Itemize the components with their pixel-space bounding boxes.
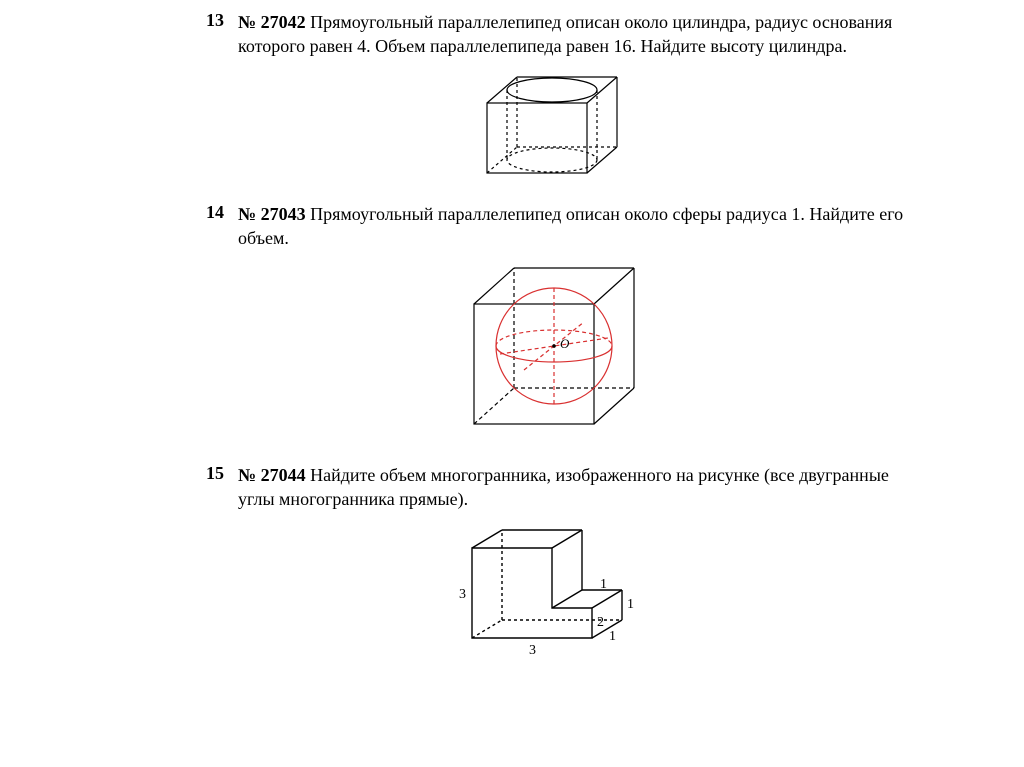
problem-id: № 27044 (238, 465, 306, 485)
box-cylinder-svg (462, 65, 632, 185)
problem-number: 14 (190, 202, 238, 223)
problem-text: № 27042 Прямоугольный параллелепипед опи… (238, 10, 904, 59)
problem-text: № 27044 Найдите объем многогранника, изо… (238, 463, 904, 512)
dim-bottom-w: 3 (529, 643, 536, 658)
problem-id: № 27043 (238, 204, 306, 224)
problem-14: 14 № 27043 Прямоугольный параллелепипед … (190, 202, 904, 452)
problem-15: 15 № 27044 Найдите объем многогранника, … (190, 463, 904, 673)
figure-box-cylinder (190, 65, 904, 190)
dim-step-right-mid: 2 (597, 615, 604, 630)
problem-body: Прямоугольный параллелепипед описан окол… (238, 204, 903, 248)
center-label: O (560, 336, 570, 351)
dim-left-h: 3 (459, 587, 466, 602)
problem-number: 13 (190, 10, 238, 31)
problem-text: № 27043 Прямоугольный параллелепипед опи… (238, 202, 904, 251)
figure-L-polyhedron: 3 3 1 1 2 1 (190, 518, 904, 673)
problem-13: 13 № 27042 Прямоугольный параллелепипед … (190, 10, 904, 190)
dim-step-top: 1 (600, 577, 607, 592)
problem-row: 15 № 27044 Найдите объем многогранника, … (190, 463, 904, 512)
L-polyhedron-svg: 3 3 1 1 2 1 (437, 518, 657, 668)
problem-row: 14 № 27043 Прямоугольный параллелепипед … (190, 202, 904, 251)
problem-body: Найдите объем многогранника, изображенно… (238, 465, 889, 509)
problem-body: Прямоугольный параллелепипед описан окол… (238, 12, 892, 56)
problem-id: № 27042 (238, 12, 306, 32)
page-root: 13 № 27042 Прямоугольный параллелепипед … (0, 0, 1024, 705)
figure-cube-sphere: O (190, 256, 904, 451)
dim-step-right-low: 1 (609, 629, 616, 644)
dim-step-right-up: 1 (627, 597, 634, 612)
problem-row: 13 № 27042 Прямоугольный параллелепипед … (190, 10, 904, 59)
problem-number: 15 (190, 463, 238, 484)
cube-sphere-svg: O (452, 256, 642, 446)
